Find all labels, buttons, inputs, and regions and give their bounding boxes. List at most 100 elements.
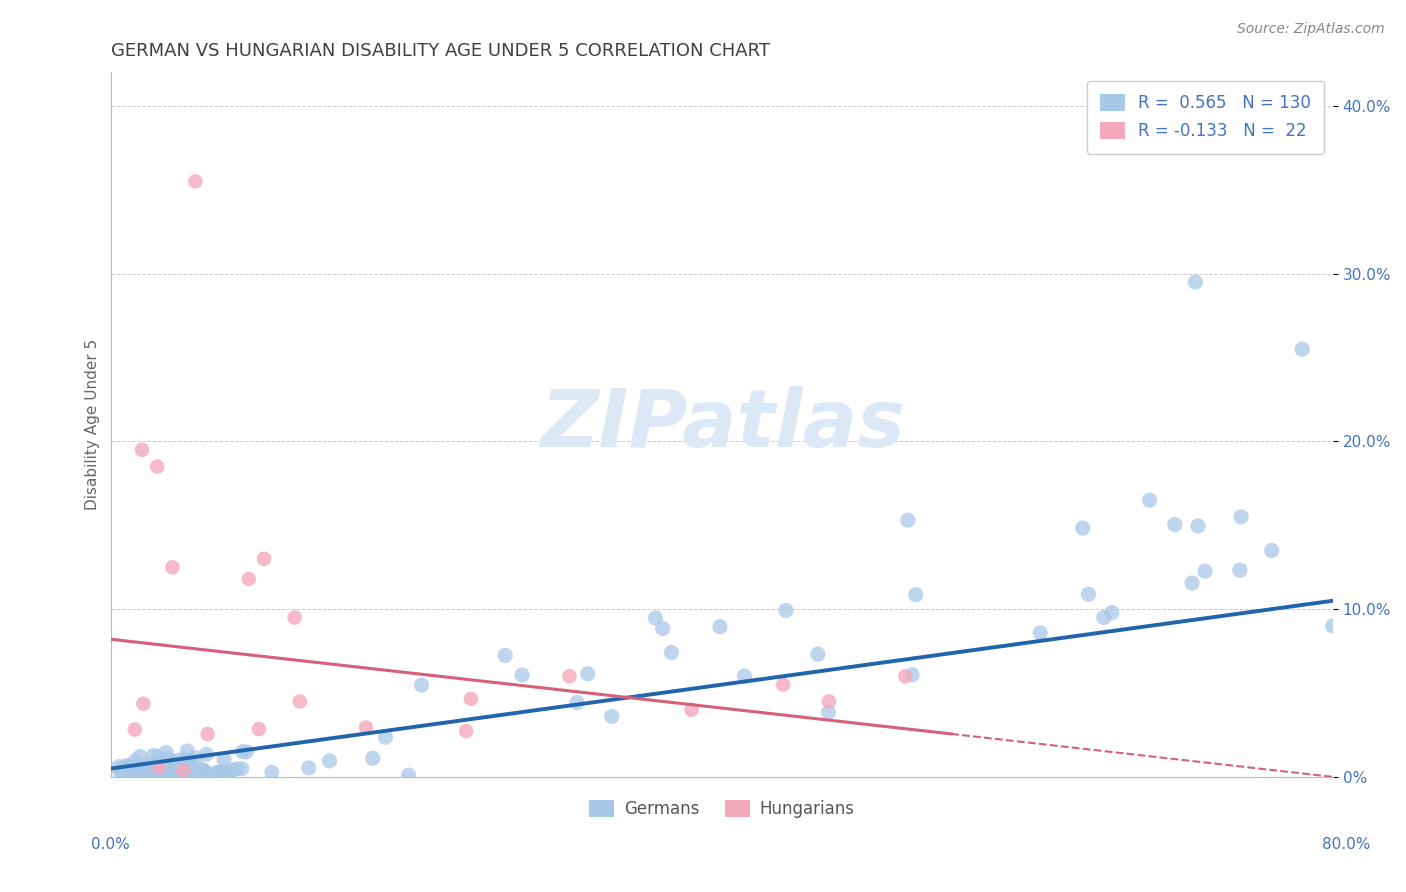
Point xyxy=(174,753,197,767)
Point xyxy=(600,709,623,723)
Point xyxy=(1077,587,1099,601)
Point xyxy=(194,765,217,780)
Point xyxy=(1139,493,1161,508)
Text: 80.0%: 80.0% xyxy=(1323,837,1371,852)
Point xyxy=(146,762,169,776)
Point xyxy=(159,760,181,774)
Point xyxy=(111,761,134,775)
Point xyxy=(1184,275,1206,289)
Point xyxy=(411,678,433,692)
Point xyxy=(124,760,146,774)
Point xyxy=(169,765,191,780)
Point xyxy=(197,727,219,741)
Point xyxy=(173,759,195,773)
Point xyxy=(108,765,131,780)
Point xyxy=(176,758,198,772)
Point xyxy=(167,753,190,767)
Point xyxy=(904,588,927,602)
Point xyxy=(127,764,149,778)
Point xyxy=(139,765,162,780)
Point xyxy=(184,174,207,188)
Point xyxy=(172,763,194,777)
Point xyxy=(775,603,797,617)
Point xyxy=(146,757,169,772)
Point xyxy=(260,765,283,780)
Point xyxy=(651,622,673,636)
Point xyxy=(1194,564,1216,578)
Point xyxy=(142,763,165,777)
Point xyxy=(207,765,229,780)
Point xyxy=(142,748,165,763)
Point xyxy=(163,755,186,769)
Point xyxy=(114,761,136,775)
Point xyxy=(128,763,150,777)
Point xyxy=(247,722,270,736)
Point xyxy=(125,764,148,778)
Point xyxy=(231,762,253,776)
Point xyxy=(318,754,340,768)
Point xyxy=(165,766,187,780)
Text: Source: ZipAtlas.com: Source: ZipAtlas.com xyxy=(1237,22,1385,37)
Point xyxy=(510,668,533,682)
Point xyxy=(139,760,162,774)
Point xyxy=(153,764,176,779)
Point xyxy=(165,760,187,774)
Point xyxy=(361,751,384,765)
Point xyxy=(232,745,254,759)
Point xyxy=(494,648,516,663)
Point xyxy=(1322,619,1344,633)
Point xyxy=(143,764,166,778)
Point xyxy=(901,667,924,681)
Point xyxy=(146,757,169,772)
Point xyxy=(183,764,205,778)
Point xyxy=(129,766,152,780)
Point xyxy=(121,762,143,776)
Point xyxy=(558,669,581,683)
Point xyxy=(117,761,139,775)
Point xyxy=(131,442,153,457)
Point xyxy=(173,764,195,778)
Point xyxy=(1071,521,1094,535)
Point xyxy=(460,691,482,706)
Point xyxy=(183,765,205,780)
Point xyxy=(112,765,135,780)
Point xyxy=(162,560,184,574)
Point xyxy=(132,697,155,711)
Point xyxy=(148,764,170,779)
Point xyxy=(129,749,152,764)
Point xyxy=(121,763,143,777)
Point xyxy=(209,764,232,779)
Point xyxy=(184,751,207,765)
Y-axis label: Disability Age Under 5: Disability Age Under 5 xyxy=(86,339,100,510)
Point xyxy=(253,551,276,566)
Point xyxy=(134,757,156,772)
Point xyxy=(354,721,377,735)
Point xyxy=(1260,543,1282,558)
Point xyxy=(176,761,198,775)
Point xyxy=(148,760,170,774)
Point xyxy=(661,646,683,660)
Point xyxy=(124,723,146,737)
Point xyxy=(1029,625,1052,640)
Point xyxy=(163,762,186,776)
Point xyxy=(115,759,138,773)
Point xyxy=(225,762,247,776)
Point xyxy=(122,761,145,775)
Point xyxy=(135,764,157,779)
Point xyxy=(817,706,839,720)
Point xyxy=(298,761,321,775)
Point xyxy=(143,762,166,776)
Point xyxy=(174,762,197,776)
Point xyxy=(818,694,841,708)
Point xyxy=(454,724,477,739)
Point xyxy=(132,765,155,780)
Point xyxy=(148,765,170,780)
Point xyxy=(211,764,233,779)
Legend: Germans, Hungarians: Germans, Hungarians xyxy=(582,793,862,825)
Point xyxy=(398,768,420,782)
Point xyxy=(284,610,307,624)
Point xyxy=(146,459,169,474)
Point xyxy=(1181,576,1204,591)
Point xyxy=(288,694,311,708)
Text: GERMAN VS HUNGARIAN DISABILITY AGE UNDER 5 CORRELATION CHART: GERMAN VS HUNGARIAN DISABILITY AGE UNDER… xyxy=(111,42,770,60)
